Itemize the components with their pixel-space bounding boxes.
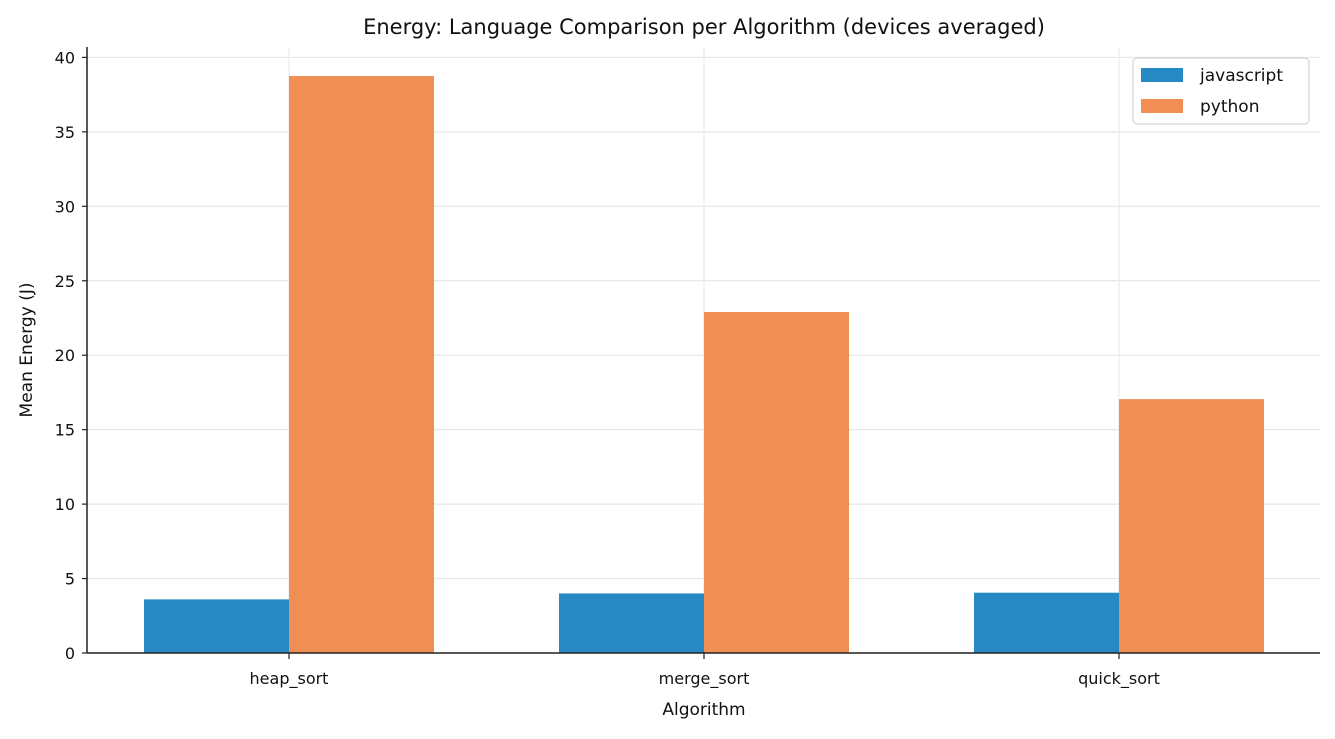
y-tick-label: 35 bbox=[55, 123, 75, 142]
legend-swatch-javascript bbox=[1141, 68, 1183, 82]
legend-swatch-python bbox=[1141, 99, 1183, 113]
y-tick-label: 30 bbox=[55, 197, 75, 216]
x-tick-label: quick_sort bbox=[1078, 669, 1160, 689]
x-axis-label: Algorithm bbox=[662, 700, 745, 720]
y-tick-label: 40 bbox=[55, 48, 75, 67]
y-axis-label: Mean Energy (J) bbox=[17, 283, 37, 418]
chart-title: Energy: Language Comparison per Algorith… bbox=[363, 15, 1045, 39]
legend-label-python: python bbox=[1200, 97, 1259, 117]
y-tick-label: 0 bbox=[65, 644, 75, 663]
y-tick-label: 25 bbox=[55, 272, 75, 291]
y-tick-label: 15 bbox=[55, 421, 75, 440]
bar-python-merge_sort bbox=[704, 312, 849, 653]
bar-javascript-quick_sort bbox=[974, 592, 1119, 653]
y-tick-label: 10 bbox=[55, 495, 75, 514]
x-tick-label: merge_sort bbox=[659, 669, 750, 689]
legend-label-javascript: javascript bbox=[1199, 66, 1283, 86]
bar-javascript-merge_sort bbox=[559, 593, 704, 653]
y-tick-label: 5 bbox=[65, 570, 75, 589]
x-tick-label: heap_sort bbox=[250, 669, 329, 689]
y-tick-label: 20 bbox=[55, 346, 75, 365]
bar-javascript-heap_sort bbox=[144, 599, 289, 653]
bar-python-quick_sort bbox=[1119, 399, 1264, 653]
bar-python-heap_sort bbox=[289, 76, 434, 653]
